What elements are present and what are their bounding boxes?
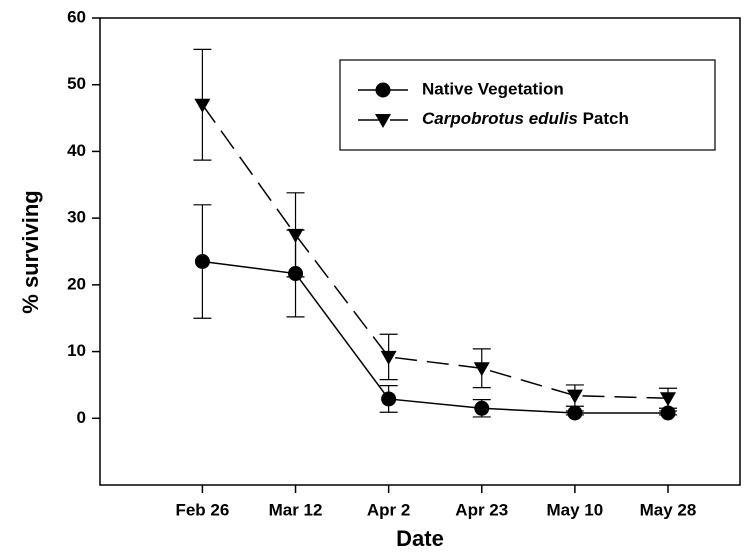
x-tick-label: May 10 <box>547 500 604 519</box>
marker <box>375 82 391 98</box>
series-line <box>202 260 668 414</box>
x-tick-label: Apr 2 <box>367 500 410 519</box>
plot-frame <box>99 17 741 486</box>
y-tick-label: 30 <box>67 208 86 227</box>
y-tick-label: 60 <box>67 7 86 26</box>
x-tick-label: May 28 <box>640 500 697 519</box>
legend-label: Native Vegetation <box>422 79 564 98</box>
marker <box>474 400 490 416</box>
legend-label: Carpobrotus edulis Patch <box>422 109 629 128</box>
marker <box>194 254 210 270</box>
marker <box>566 389 583 404</box>
series-line <box>201 104 669 400</box>
y-axis-label: % surviving <box>18 190 43 313</box>
y-tick-label: 20 <box>67 274 86 293</box>
marker <box>194 98 211 113</box>
x-tick-label: Apr 23 <box>455 500 508 519</box>
marker <box>287 228 304 243</box>
y-tick-label: 0 <box>77 408 86 427</box>
legend-box <box>339 59 716 151</box>
marker <box>375 114 391 128</box>
x-tick-label: Mar 12 <box>269 500 323 519</box>
marker <box>381 391 397 407</box>
x-axis-label: Date <box>396 526 444 551</box>
y-tick-label: 40 <box>67 141 86 160</box>
marker <box>567 405 583 421</box>
marker <box>660 405 676 421</box>
marker <box>473 362 490 377</box>
y-tick-label: 10 <box>67 341 86 360</box>
x-tick-label: Feb 26 <box>175 500 229 519</box>
marker <box>380 350 397 365</box>
marker <box>660 392 676 407</box>
y-tick-label: 50 <box>67 74 86 93</box>
